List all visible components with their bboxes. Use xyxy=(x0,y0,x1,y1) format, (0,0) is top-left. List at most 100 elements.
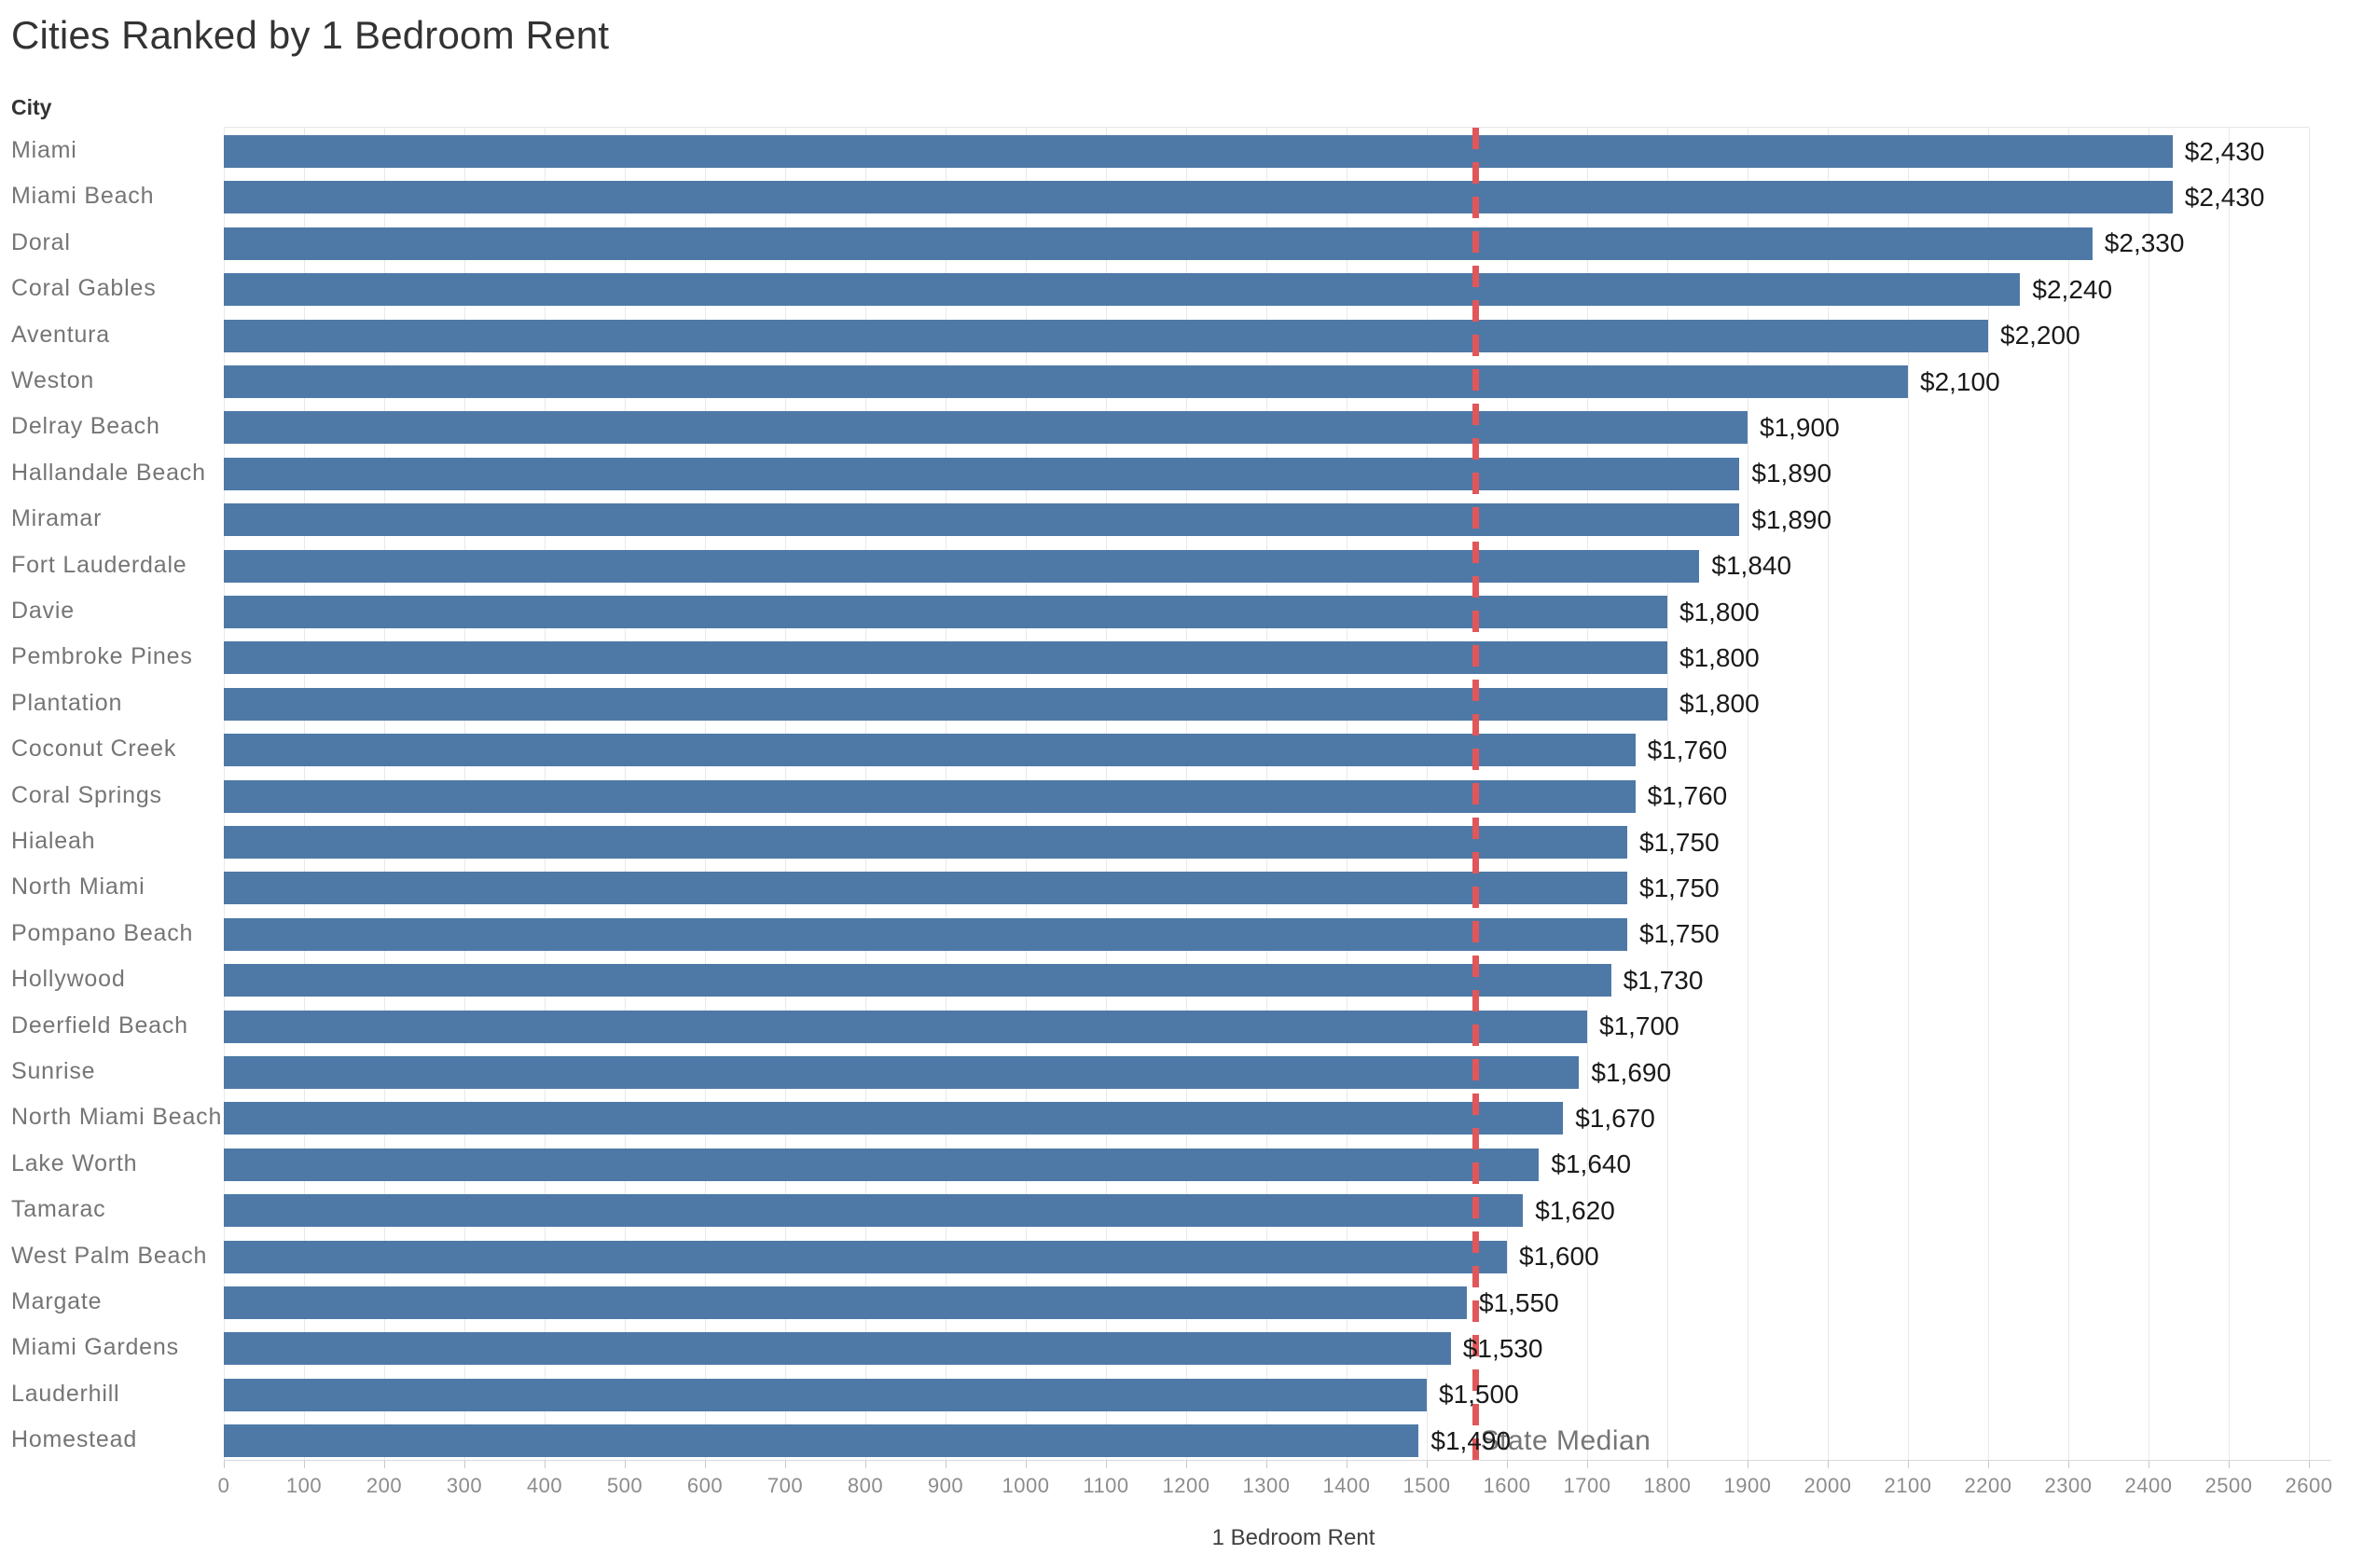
gridline xyxy=(2068,128,2069,1460)
city-label: Plantation xyxy=(11,689,123,716)
value-label: $1,550 xyxy=(1479,1287,1559,1317)
bar[interactable] xyxy=(224,964,1611,997)
value-label: $2,240 xyxy=(2032,274,2113,304)
bar[interactable] xyxy=(224,1010,1587,1043)
bar[interactable] xyxy=(224,687,1667,721)
y-axis-header: City xyxy=(11,95,52,119)
x-tick-label: 600 xyxy=(686,1474,724,1497)
value-label: $1,750 xyxy=(1639,873,1720,902)
bar[interactable] xyxy=(224,826,1627,859)
bar[interactable] xyxy=(224,872,1627,905)
bar[interactable] xyxy=(224,1286,1467,1319)
gridline xyxy=(2229,128,2230,1460)
x-tick-mark xyxy=(1908,1461,1909,1468)
bar[interactable] xyxy=(224,1194,1524,1228)
city-label: Deerfield Beach xyxy=(11,1011,188,1038)
bar[interactable] xyxy=(224,319,1988,352)
city-label: Pembroke Pines xyxy=(11,643,193,670)
value-label: $1,640 xyxy=(1551,1149,1632,1179)
city-label: Weston xyxy=(11,367,95,393)
value-label: $2,200 xyxy=(2000,321,2080,351)
x-tick-mark xyxy=(625,1461,626,1468)
x-tick-label: 300 xyxy=(446,1474,483,1497)
city-labels-column: Miami Miami Beach Doral Coral Gables Aventur… xyxy=(11,127,222,1460)
x-tick-mark xyxy=(705,1461,706,1468)
value-label: $1,670 xyxy=(1575,1103,1655,1133)
city-label: Hallandale Beach xyxy=(11,459,206,486)
x-tick-label: 2600 xyxy=(2285,1474,2333,1497)
value-label: $1,620 xyxy=(1535,1195,1615,1225)
city-label: Davie xyxy=(11,598,75,624)
city-label: Miramar xyxy=(11,505,103,532)
city-label: Tamarac xyxy=(11,1196,106,1223)
bar[interactable] xyxy=(224,1424,1419,1458)
city-label: Lake Worth xyxy=(11,1149,138,1176)
x-tick-mark xyxy=(946,1461,947,1468)
x-tick-mark xyxy=(1026,1461,1027,1468)
city-label: Pompano Beach xyxy=(11,919,194,946)
x-tick-mark xyxy=(2309,1461,2310,1468)
bar[interactable] xyxy=(224,503,1740,537)
x-tick-mark xyxy=(865,1461,866,1468)
x-tick-mark xyxy=(1988,1461,1989,1468)
city-label: North Miami xyxy=(11,873,145,901)
bar[interactable] xyxy=(224,1148,1540,1181)
x-tick-label: 1500 xyxy=(1403,1474,1451,1497)
x-tick-label: 1400 xyxy=(1322,1474,1371,1497)
bar[interactable] xyxy=(224,135,2173,168)
value-label: $2,430 xyxy=(2184,182,2265,212)
value-label: $1,890 xyxy=(1751,504,1832,534)
x-tick-mark xyxy=(384,1461,385,1468)
x-tick-mark xyxy=(785,1461,786,1468)
bar[interactable] xyxy=(224,1240,1507,1273)
bar[interactable] xyxy=(224,596,1667,628)
x-tick-label: 1100 xyxy=(1083,1474,1129,1497)
bar[interactable] xyxy=(224,227,2093,260)
city-label: Hialeah xyxy=(11,828,96,854)
bar[interactable] xyxy=(224,641,1667,675)
value-label: $1,600 xyxy=(1519,1242,1599,1272)
bar[interactable] xyxy=(224,1378,1427,1411)
bar[interactable] xyxy=(224,457,1740,490)
x-tick-label: 1800 xyxy=(1643,1474,1692,1497)
bar[interactable] xyxy=(224,1332,1451,1366)
gridline xyxy=(1828,128,1829,1460)
x-tick-label: 100 xyxy=(285,1474,323,1497)
x-tick-mark xyxy=(1106,1461,1107,1468)
x-tick-label: 2000 xyxy=(1803,1474,1852,1497)
city-label: Hollywood xyxy=(11,966,126,993)
value-label: $1,840 xyxy=(1711,551,1792,581)
x-axis: 0 100 200 300 400 500 600 700 800 900 1000 1100 1200… xyxy=(218,1460,2332,1516)
city-label: Miami Gardens xyxy=(11,1334,179,1361)
x-tick-label: 1200 xyxy=(1162,1474,1210,1497)
city-label: Margate xyxy=(11,1288,103,1314)
plot-area: $2,430 $2,430 $2,330 $2,240 $2,200 $2,100 $1,9… xyxy=(224,127,2310,1460)
x-tick-label: 2100 xyxy=(1884,1474,1932,1497)
value-label: $1,750 xyxy=(1639,827,1720,857)
city-label: Miami Beach xyxy=(11,183,155,210)
bar[interactable] xyxy=(224,917,1627,951)
bar[interactable] xyxy=(224,365,1908,398)
bar[interactable] xyxy=(224,1102,1564,1135)
x-tick-label: 1300 xyxy=(1242,1474,1291,1497)
bar[interactable] xyxy=(224,273,2021,307)
state-median-reference-line[interactable] xyxy=(1472,128,1479,1460)
x-tick-label: 400 xyxy=(526,1474,563,1497)
city-label: Aventura xyxy=(11,321,111,348)
bar[interactable] xyxy=(224,181,2173,214)
x-tick-label: 700 xyxy=(767,1474,804,1497)
x-tick-label: 900 xyxy=(927,1474,964,1497)
city-label: Coconut Creek xyxy=(11,736,177,763)
x-tick-label: 1000 xyxy=(1002,1474,1050,1497)
x-tick-label: 500 xyxy=(606,1474,643,1497)
bar[interactable] xyxy=(224,734,1636,767)
bar[interactable] xyxy=(224,779,1636,813)
bar[interactable] xyxy=(224,1056,1580,1089)
value-label: $1,690 xyxy=(1591,1057,1672,1087)
value-label: $2,430 xyxy=(2184,136,2265,166)
bar[interactable] xyxy=(224,411,1748,445)
city-label: Coral Gables xyxy=(11,275,157,302)
bar[interactable] xyxy=(224,549,1700,583)
city-label: Miami xyxy=(11,137,77,163)
x-tick-mark xyxy=(224,1461,225,1468)
